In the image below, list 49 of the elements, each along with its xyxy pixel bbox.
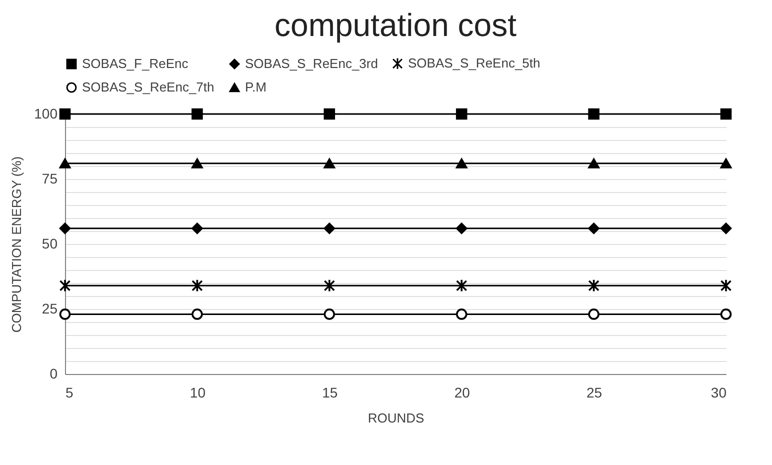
y-tick-label: 100: [34, 106, 58, 122]
legend-label: SOBAS_S_ReEnc_5th: [408, 56, 540, 71]
point: [324, 308, 336, 320]
point: [324, 279, 336, 292]
legend-label: SOBAS_F_ReEnc: [82, 56, 189, 72]
x-tick-label: 30: [710, 384, 727, 400]
point: [720, 222, 732, 234]
point: [588, 108, 600, 120]
y-tick-label: 0: [50, 366, 58, 382]
legend-label: SOBAS_S_ReEnc_7th: [82, 80, 214, 94]
x-tick-label: 10: [190, 384, 206, 400]
point: [456, 108, 468, 120]
point: [192, 308, 203, 320]
x-tick-label: 20: [454, 384, 470, 400]
point: [588, 158, 600, 168]
point: [588, 308, 600, 320]
point: [324, 108, 336, 120]
point: [720, 279, 732, 292]
x-tick-label: 25: [586, 384, 602, 400]
point: [720, 308, 732, 320]
point: [588, 279, 600, 292]
point: [192, 279, 203, 292]
legend-label: P.M: [245, 80, 266, 94]
y-tick-label: 75: [42, 170, 58, 186]
point: [324, 222, 336, 234]
y-axis-title: COMPUTATION ENERGY (%): [9, 156, 24, 333]
x-tick-label: 5: [66, 384, 74, 400]
point: [59, 108, 71, 120]
point: [720, 158, 732, 168]
point: [720, 108, 732, 120]
point: [59, 158, 71, 168]
y-tick-label: 25: [42, 300, 58, 316]
point: [456, 308, 468, 320]
point: [456, 158, 468, 168]
point: [192, 222, 203, 234]
x-axis-title: ROUNDS: [368, 410, 424, 426]
point: [456, 222, 468, 234]
point: [588, 222, 600, 234]
point: [59, 222, 71, 234]
legend-label: SOBAS_S_ReEnc_3rd: [245, 56, 378, 72]
point: [456, 279, 468, 292]
y-tick-label: 50: [42, 236, 58, 252]
point: [59, 279, 71, 292]
point: [59, 308, 71, 320]
chart-title: computation cost: [274, 7, 517, 43]
point: [192, 108, 203, 120]
point: [324, 158, 336, 168]
point: [192, 158, 203, 168]
x-tick-label: 15: [322, 384, 338, 400]
